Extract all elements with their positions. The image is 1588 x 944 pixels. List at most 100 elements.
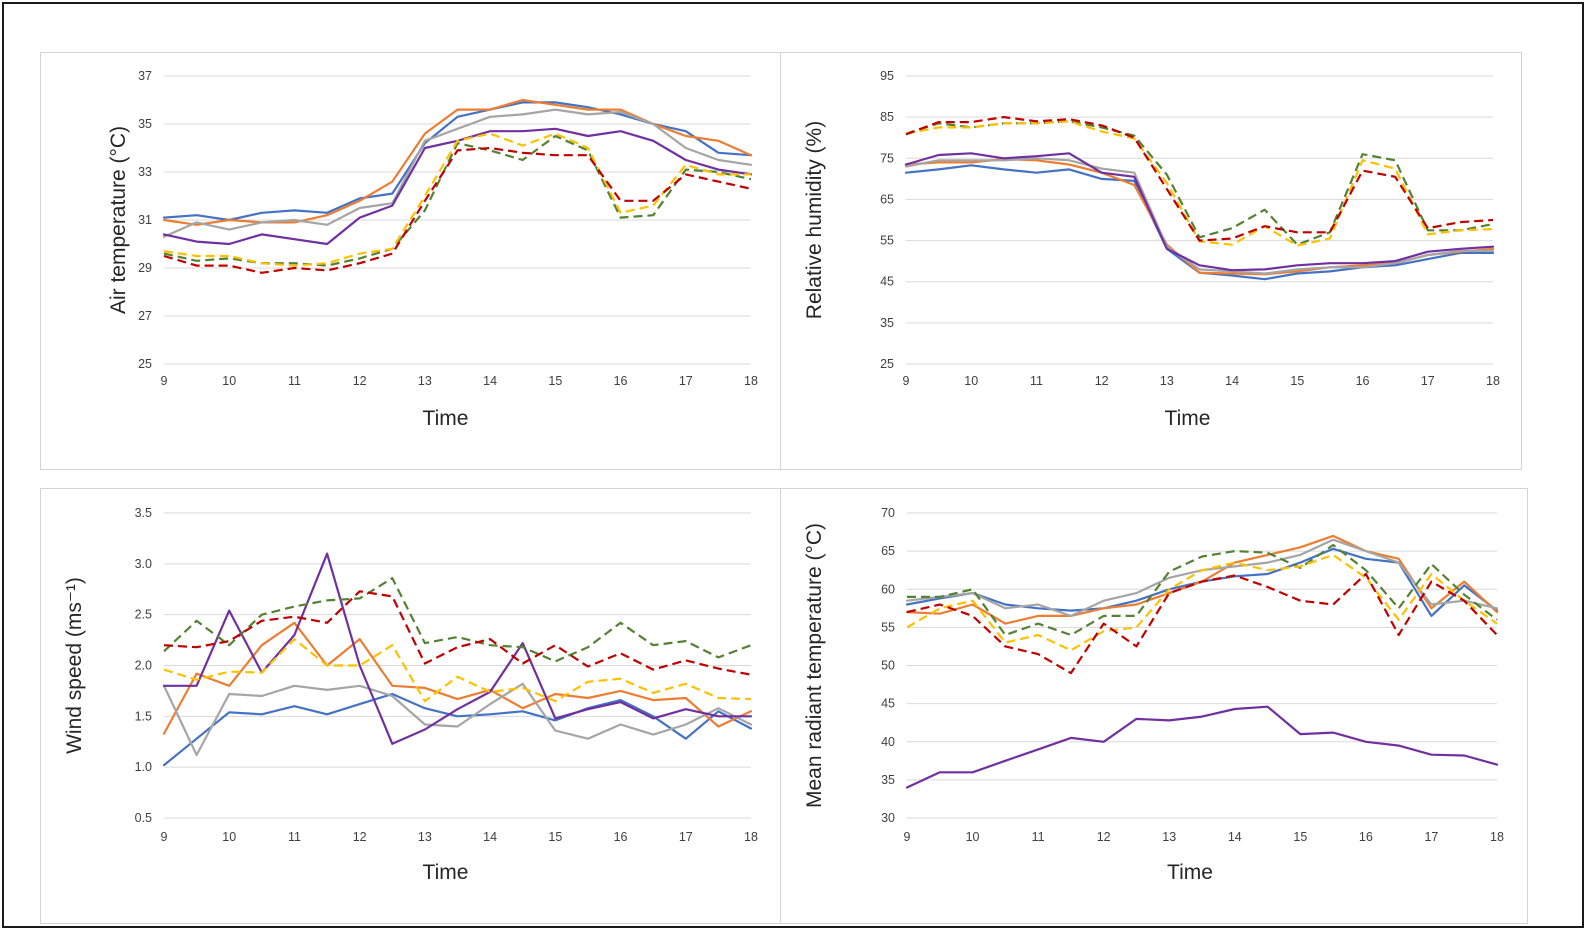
x-tick-label: 14	[1225, 374, 1239, 388]
series-line-red-dashed	[163, 590, 752, 676]
x-tick-label: 13	[418, 830, 432, 844]
series-line-gray	[162, 108, 753, 238]
y-tick-label: 35	[138, 117, 152, 131]
x-tick-label: 17	[679, 374, 693, 388]
chart-panel-relative-humidity: 25 35 45 55 65 75 85 95 9 10 11 12 13 14 15 16 17 18 Time R…	[780, 52, 1522, 470]
series-line-yellow-dashed	[163, 638, 752, 703]
series-line-red-dashed	[906, 572, 1498, 675]
y-tick-label: 55	[880, 234, 894, 248]
series-line-gray	[162, 682, 753, 757]
x-tick-label: 13	[418, 374, 432, 388]
x-tick-label: 17	[1424, 830, 1438, 844]
wind-speed-chart: 0.5 1.0 1.5 2.0 2.5 3.0 3.5 9 10 11 12 13 14 15 16 17 18…	[63, 506, 758, 884]
x-tick-label: 9	[161, 374, 168, 388]
x-tick-label: 15	[548, 374, 562, 388]
y-tick-label: 75	[880, 151, 894, 165]
y-tick-label: 35	[881, 773, 895, 787]
figure-frame: 25 27 29 31 33 35 37 9 10 11 12 13 14 15 16 17 18 Time Air…	[2, 2, 1584, 928]
y-tick-label: 25	[138, 357, 152, 371]
y-tick-label: 65	[881, 544, 895, 558]
series-line-purple	[904, 152, 1495, 272]
series-line-gray	[904, 157, 1495, 275]
y-tick-label: 29	[138, 261, 152, 275]
series-line-purple	[905, 705, 1499, 789]
y-tick-label: 25	[880, 357, 894, 371]
x-tick-label: 10	[964, 374, 978, 388]
y-tick-label: 30	[881, 811, 895, 825]
x-tick-label: 12	[353, 830, 367, 844]
mean-radiant-temperature-chart: 30 35 40 45 50 55 60 65 70 9 10 11 12 13 14 15 16 17 18 Tim…	[803, 506, 1504, 884]
y-axis-title: Wind speed (ms⁻¹)	[63, 577, 86, 754]
x-tick-label: 17	[679, 830, 693, 844]
air-temperature-chart: 25 27 29 31 33 35 37 9 10 11 12 13 14 15 16 17 18 Time Air…	[107, 69, 758, 430]
x-tick-label: 12	[1097, 830, 1111, 844]
x-tick-label: 15	[548, 830, 562, 844]
x-tick-label: 16	[614, 830, 628, 844]
series-line-red-dashed	[163, 146, 752, 274]
x-tick-label: 16	[1359, 830, 1373, 844]
x-tick-label: 11	[288, 374, 301, 388]
y-tick-label: 2.5	[135, 608, 152, 622]
x-tick-label: 10	[966, 830, 980, 844]
y-tick-label: 40	[881, 735, 895, 749]
x-axis-title: Time	[423, 407, 469, 430]
series-line-green-dashed	[163, 576, 752, 663]
x-tick-label: 14	[483, 830, 497, 844]
y-tick-label: 45	[881, 697, 895, 711]
x-tick-label: 15	[1293, 830, 1307, 844]
y-tick-label: 85	[880, 110, 894, 124]
x-tick-label: 18	[744, 374, 758, 388]
series-line-green-dashed	[907, 543, 1498, 637]
y-tick-label: 33	[138, 165, 152, 179]
y-axis-title: Air temperature (°C)	[107, 126, 130, 314]
series-line-yellow-dashed	[163, 132, 751, 267]
series-line-red-dashed	[905, 115, 1494, 242]
y-axis-title: Mean radiant temperature (°C)	[803, 523, 826, 808]
series-line-orange	[162, 621, 753, 735]
x-tick-label: 14	[483, 374, 497, 388]
y-tick-label: 3.5	[135, 506, 152, 520]
y-tick-label: 2.0	[135, 659, 152, 673]
x-tick-label: 9	[904, 830, 911, 844]
y-tick-label: 37	[138, 69, 152, 83]
x-tick-label: 13	[1160, 374, 1174, 388]
x-tick-label: 18	[744, 830, 758, 844]
x-tick-label: 18	[1486, 374, 1500, 388]
x-tick-label: 9	[903, 374, 910, 388]
y-tick-label: 60	[881, 582, 895, 596]
x-tick-label: 16	[614, 374, 628, 388]
y-tick-label: 55	[881, 620, 895, 634]
series-line-yellow-dashed	[906, 553, 1498, 652]
series-line-green-dashed	[163, 134, 752, 267]
x-tick-label: 12	[353, 374, 367, 388]
x-axis-title: Time	[1167, 861, 1213, 884]
y-tick-label: 95	[880, 69, 894, 83]
x-tick-label: 11	[1030, 374, 1043, 388]
series-line-green-dashed	[905, 120, 1494, 246]
chart-panel-mean-radiant-temperature: 30 35 40 45 50 55 60 65 70 9 10 11 12 13 14 15 16 17 18 Tim…	[780, 488, 1528, 924]
y-tick-label: 70	[881, 506, 895, 520]
x-tick-label: 15	[1290, 374, 1304, 388]
y-tick-label: 27	[138, 309, 152, 323]
y-tick-label: 65	[880, 192, 894, 206]
x-tick-label: 14	[1228, 830, 1242, 844]
y-tick-label: 1.5	[135, 709, 152, 723]
x-tick-label: 16	[1356, 374, 1370, 388]
series-line-purple	[162, 127, 753, 246]
x-tick-label: 9	[161, 830, 168, 844]
x-axis-title: Time	[423, 861, 469, 884]
series-line-orange	[904, 157, 1495, 276]
y-axis-title: Relative humidity (%)	[803, 121, 826, 319]
chart-panel-wind-speed: 0.5 1.0 1.5 2.0 2.5 3.0 3.5 9 10 11 12 13 14 15 16 17 18…	[40, 488, 782, 924]
x-tick-label: 18	[1490, 830, 1504, 844]
x-tick-label: 10	[222, 830, 236, 844]
y-tick-label: 1.0	[135, 760, 152, 774]
chart-panel-air-temperature: 25 27 29 31 33 35 37 9 10 11 12 13 14 15 16 17 18 Time Air…	[40, 52, 782, 470]
x-tick-label: 11	[288, 830, 301, 844]
x-axis-title: Time	[1165, 407, 1211, 430]
x-tick-label: 17	[1421, 374, 1435, 388]
y-tick-label: 31	[138, 213, 152, 227]
series-line-blue	[162, 692, 753, 767]
relative-humidity-chart: 25 35 45 55 65 75 85 95 9 10 11 12 13 14 15 16 17 18 Time R…	[803, 69, 1500, 430]
y-tick-label: 3.0	[135, 557, 152, 571]
